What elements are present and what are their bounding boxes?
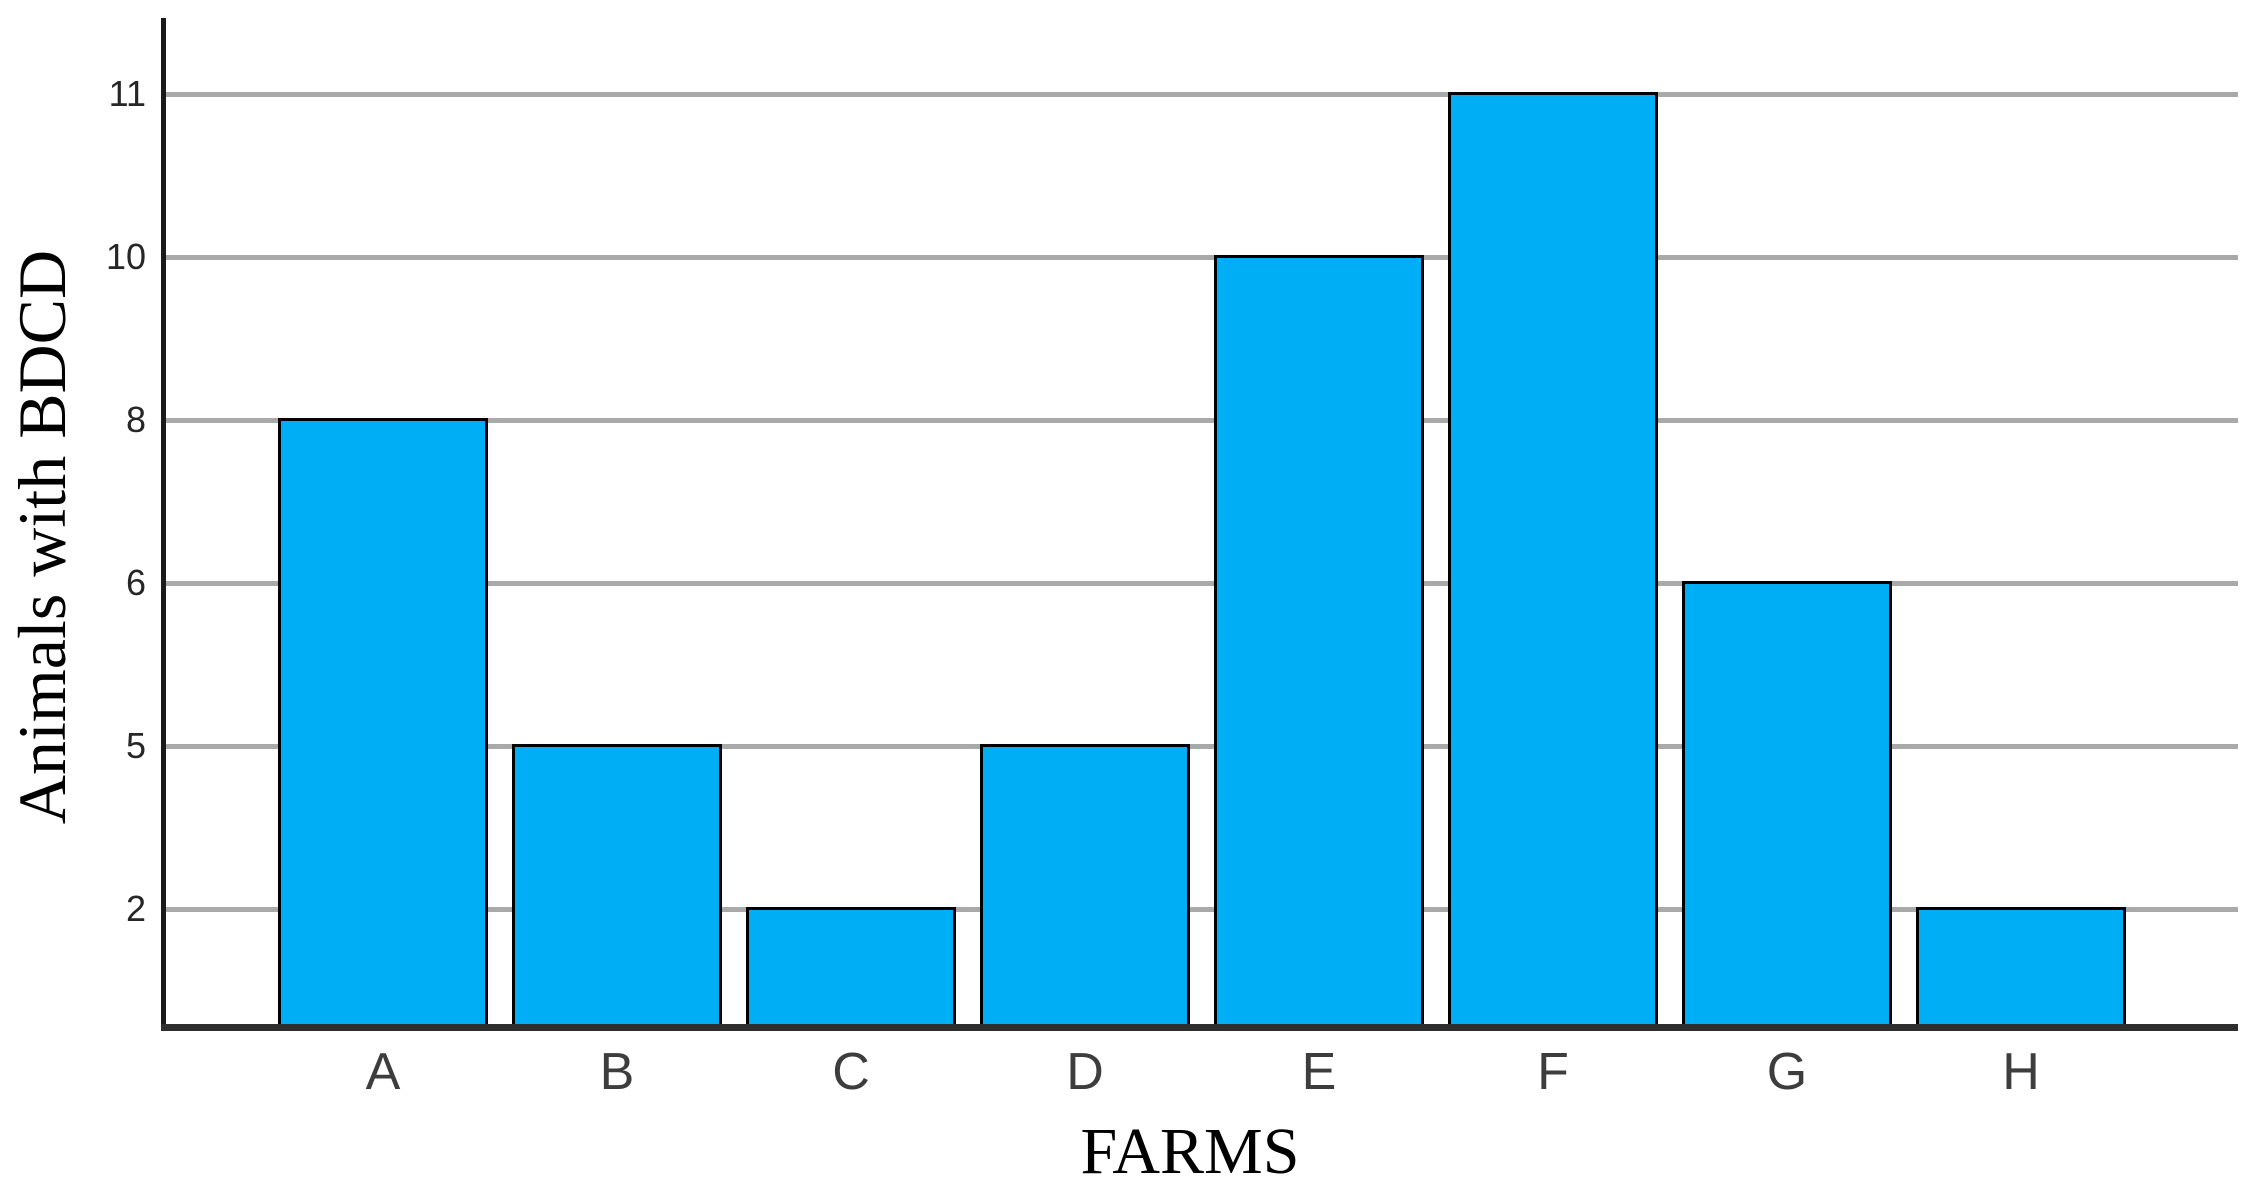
bar-G <box>1682 580 1892 1028</box>
bar-E <box>1214 254 1424 1028</box>
x-axis-title: FARMS <box>1080 1115 1300 1188</box>
gridline <box>163 580 2238 586</box>
gridline <box>163 91 2238 97</box>
gridline <box>163 906 2238 912</box>
bar-C <box>746 906 956 1028</box>
y-tick-label: 8 <box>125 399 146 440</box>
x-tick-label: B <box>599 1043 635 1101</box>
bar-H <box>1916 906 2126 1028</box>
x-tick-label: A <box>365 1043 401 1101</box>
x-tick-label: C <box>832 1043 870 1101</box>
x-tick-label: D <box>1066 1043 1104 1101</box>
y-tick-label: 6 <box>125 562 146 603</box>
bar-D <box>980 743 1190 1028</box>
bar-B <box>512 743 722 1028</box>
bar-A <box>278 417 488 1028</box>
plot-area <box>161 18 2238 1031</box>
y-tick-label: 10 <box>105 236 146 277</box>
x-tick-label: H <box>2002 1043 2040 1101</box>
x-axis-line <box>161 1024 2238 1031</box>
x-tick-label: E <box>1301 1043 1337 1101</box>
gridline <box>163 417 2238 423</box>
x-tick-label: F <box>1537 1043 1569 1101</box>
gridline <box>163 743 2238 749</box>
x-tick-label: G <box>1766 1043 1808 1101</box>
y-axis-line <box>161 18 166 1031</box>
y-tick-label: 5 <box>125 725 146 766</box>
bar-F <box>1448 91 1658 1028</box>
gridline <box>163 254 2238 260</box>
y-tick-label: 11 <box>108 73 146 114</box>
y-tick-label: 2 <box>125 888 146 929</box>
